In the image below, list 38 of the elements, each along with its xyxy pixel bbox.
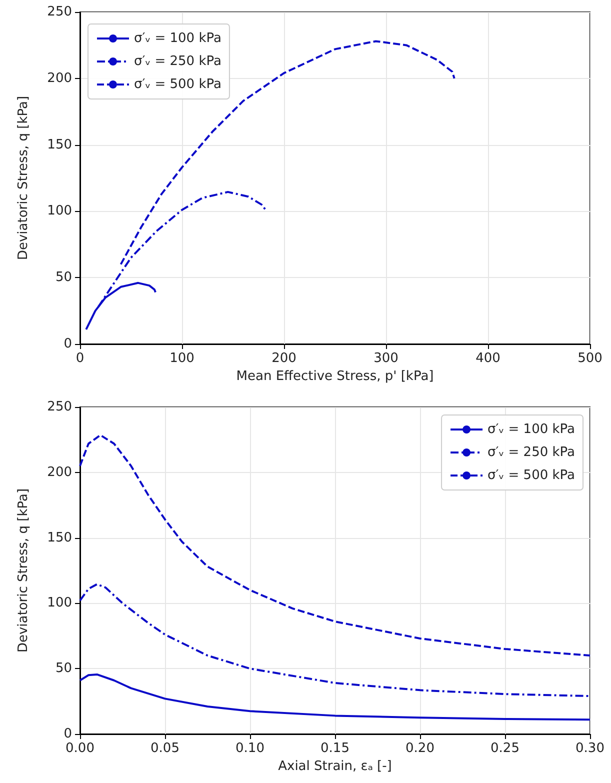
legend-label: σ′ᵥ = 100 kPa: [134, 31, 222, 46]
y-axis-title: Deviatoric Stress, q [kPa]: [16, 488, 31, 653]
y-tick-label: 100: [47, 596, 72, 611]
legend-label: σ′ᵥ = 250 kPa: [134, 54, 222, 69]
y-tick-label: 50: [55, 270, 72, 286]
x-tick-label: 100: [170, 351, 194, 366]
x-tick-label: 0.15: [320, 741, 350, 756]
x-tick-label: 500: [578, 351, 602, 366]
y-tick-label: 50: [55, 661, 72, 676]
x-tick-label: 0.20: [406, 741, 434, 756]
y-axis-title: Deviatoric Stress, q [kPa]: [16, 96, 31, 260]
x-axis-title: Mean Effective Stress, p' [kPa]: [236, 369, 434, 384]
y-tick-label: 150: [47, 137, 72, 152]
legend-label: σ′ᵥ = 250 kPa: [488, 445, 576, 460]
x-tick-label: 200: [272, 351, 296, 366]
x-tick-label: 0.25: [490, 741, 520, 756]
x-tick-label: 400: [476, 351, 500, 366]
y-tick-label: 0: [64, 726, 72, 742]
y-tick-label: 100: [47, 204, 72, 219]
legend-label: σ′ᵥ = 100 kPa: [488, 422, 576, 437]
y-tick-label: 0: [64, 336, 72, 352]
x-tick-label: 0.10: [236, 741, 264, 756]
y-tick-label: 250: [47, 4, 72, 20]
line-series: [79, 673, 591, 721]
y-tick-label: 150: [47, 530, 72, 546]
x-tick-label: 300: [374, 351, 398, 366]
x-tick-label: 0: [76, 351, 84, 366]
y-tick-label: 250: [47, 400, 72, 414]
x-tick-label: 0.30: [576, 741, 604, 756]
line-series: [79, 434, 591, 657]
x-tick-label: 0.05: [150, 741, 180, 756]
x-axis-title: Axial Strain, εₐ [-]: [278, 759, 392, 774]
y-tick-label: 200: [47, 70, 72, 86]
legend-label: σ′ᵥ = 500 kPa: [134, 77, 222, 92]
line-series: [79, 583, 591, 698]
y-tick-label: 200: [47, 464, 72, 480]
legend-label: σ′ᵥ = 500 kPa: [488, 468, 576, 483]
x-tick-label: 0.00: [66, 741, 94, 756]
